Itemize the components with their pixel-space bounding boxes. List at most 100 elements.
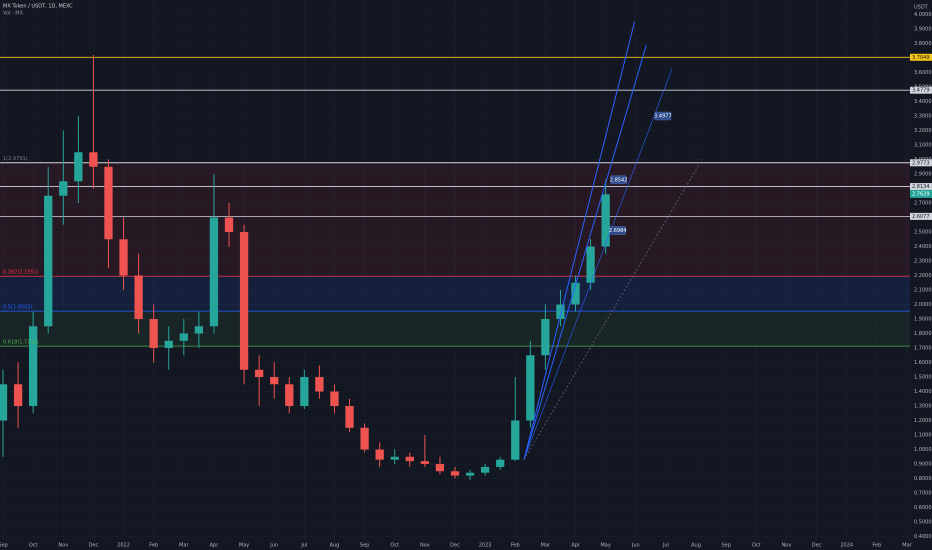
y-tick-label: 1.5000	[914, 375, 932, 381]
y-tick-label: 1.7000	[914, 346, 932, 352]
x-tick-label: Nov	[420, 543, 430, 549]
x-tick-label: Dec	[89, 543, 99, 549]
x-tick-label: Oct	[752, 543, 761, 549]
fib-label: 0.382(2.1951)	[3, 270, 39, 276]
candle-body	[480, 466, 490, 473]
x-tick-label: Oct	[29, 543, 38, 549]
trend-line	[523, 21, 636, 460]
price-label: 3.7049	[912, 55, 930, 61]
x-tick-label: May	[239, 543, 249, 549]
price-label-box	[910, 86, 932, 94]
y-tick-label: 3.9000	[914, 27, 932, 33]
trend-line	[523, 68, 673, 460]
x-tick-label: Aug	[330, 543, 340, 549]
x-tick-label: Jun	[269, 543, 278, 549]
last-price-label: 2.7629	[912, 191, 930, 197]
candle-body	[330, 391, 339, 407]
price-label-box	[910, 183, 932, 191]
trend-line	[523, 44, 647, 460]
x-tick-label: Oct	[390, 543, 399, 549]
candle-body	[164, 340, 173, 349]
y-tick-label: 1.8000	[914, 331, 932, 337]
candle-body	[285, 384, 294, 407]
candle-body	[149, 319, 158, 349]
y-tick-label: 2.5000	[914, 230, 932, 236]
x-tick-label: Feb	[872, 543, 881, 549]
candle-body	[179, 333, 188, 341]
y-tick-label: 3.1000	[914, 143, 932, 149]
candle-body	[465, 472, 475, 476]
x-tick-label: Apr	[571, 543, 581, 549]
annotation-box	[610, 175, 627, 185]
y-tick-label: 0.5000	[914, 520, 932, 526]
annotation-box	[654, 111, 672, 121]
annotation-label: 2.6984	[609, 228, 627, 234]
labels: 1(2.9791) 0.382(2.1951) 0.5(1.9543) 0.618(1…	[3, 111, 672, 346]
x-tick-label: Nov	[782, 543, 792, 549]
candle-body	[390, 456, 399, 460]
candle-body	[345, 406, 354, 428]
x-tick-label: Aug	[691, 543, 701, 549]
candle-body	[405, 456, 414, 462]
candle-body	[119, 239, 128, 276]
candle-body	[13, 384, 23, 407]
candle-body	[375, 449, 384, 460]
y-tick-label: 2.4000	[914, 244, 932, 250]
candles	[0, 55, 610, 480]
y-tick-label: 2.9000	[914, 172, 932, 178]
y-tick-label: 3.8000	[914, 41, 932, 47]
x-tick-label: Sep	[0, 543, 8, 549]
candle-body	[44, 195, 53, 327]
x-tick-label: Feb	[149, 543, 158, 549]
annotation-label: 3.4977	[654, 114, 672, 120]
candle-body	[254, 369, 264, 378]
candle-body	[209, 217, 219, 327]
candle-body	[556, 304, 565, 320]
y-tick-label: 2.1000	[914, 288, 932, 294]
candle-body	[511, 420, 520, 460]
volume-legend: Vol · MX	[3, 11, 24, 17]
y-tick-label: 0.6000	[914, 505, 932, 511]
x-tick-label: Jun	[631, 543, 640, 549]
fib-zones	[0, 162, 910, 347]
candle-body	[224, 217, 234, 233]
y-tick-label: 1.3000	[914, 404, 932, 410]
fib-zone	[0, 162, 910, 277]
y-tick-label: 1.9000	[914, 317, 932, 323]
candle-body	[526, 355, 535, 421]
fib-zone	[0, 276, 910, 312]
x-tick-label: Nov	[58, 543, 68, 549]
candle-body	[496, 459, 505, 467]
fib-label: 1(2.9791)	[3, 156, 28, 162]
y-tick-label: 0.8000	[914, 476, 932, 482]
price-axis-bg	[910, 0, 932, 550]
y-tick-label: 3.6000	[914, 70, 932, 76]
candle-body	[239, 232, 249, 370]
x-tick-label: Jul	[662, 543, 669, 549]
y-tick-label: 1.4000	[914, 389, 932, 395]
trend-lines	[523, 21, 703, 460]
candle-body	[586, 246, 595, 283]
candle-body	[270, 377, 279, 385]
fib-label: 0.618(1.7131)	[3, 340, 39, 346]
x-tick-label: Mar	[902, 543, 912, 549]
annotation-label: 2.8542	[610, 177, 628, 183]
candle-body	[435, 464, 445, 472]
candle-body	[420, 461, 430, 465]
y-tick-label: 3.3000	[914, 114, 932, 120]
x-tick-label: Feb	[511, 543, 520, 549]
annotation-box	[609, 226, 626, 235]
y-tick-label: 0.7000	[914, 491, 932, 497]
candle-body	[315, 377, 324, 392]
candle-body	[89, 152, 98, 167]
candle-body	[29, 326, 38, 407]
x-tick-label: Dec	[812, 543, 822, 549]
x-tick-label: Dec	[450, 543, 460, 549]
candle-body	[300, 377, 309, 407]
time-axis-bg	[0, 540, 932, 550]
y-tick-label: 3.4000	[914, 99, 932, 105]
candle-body	[74, 152, 83, 182]
y-tick-label: 1.1000	[914, 433, 932, 439]
